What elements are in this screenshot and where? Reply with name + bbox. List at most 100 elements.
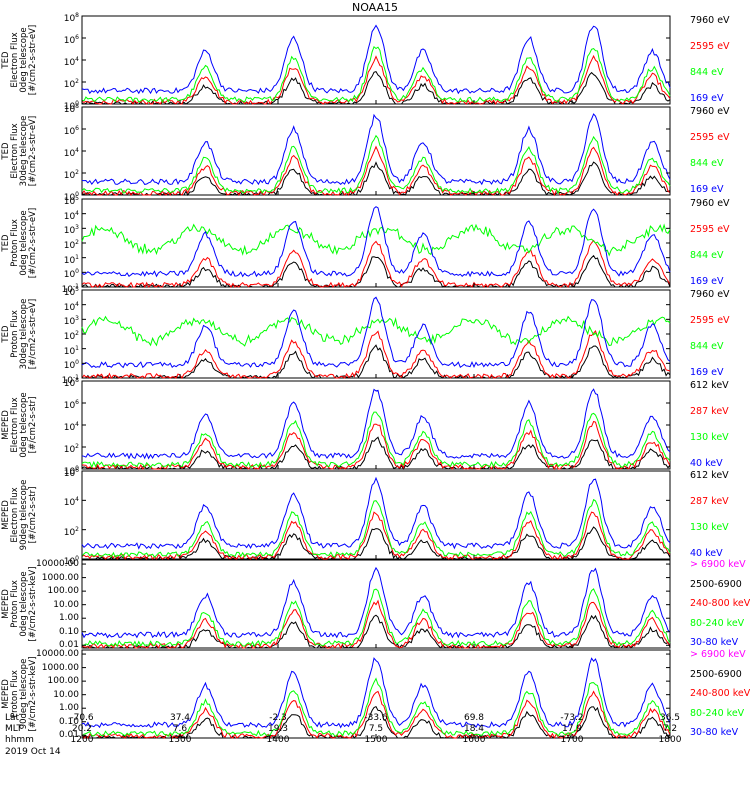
legend-entry: 240-800 keV xyxy=(690,598,750,609)
y-tick-label: 10000.00 xyxy=(36,649,79,660)
x-tick-label-hhmm: 1800 xyxy=(658,735,682,745)
y-tick-label: 0.10 xyxy=(58,626,79,637)
y-axis-label-line: [#/cm2-s-str-eV] xyxy=(28,207,38,279)
x-tick-label-lat: 36.5 xyxy=(659,713,681,723)
legend-entry: 2595 eV xyxy=(690,224,730,235)
series-line-blue xyxy=(81,296,671,369)
y-tick-label: 1000.00 xyxy=(41,572,79,583)
y-tick-label: 102 xyxy=(63,443,79,455)
series-line-blue xyxy=(81,657,671,729)
y-tick-label: 102 xyxy=(63,78,79,90)
y-axis-label: TED Electron Flux 0deg telescope [#/cm2-s-s… xyxy=(1,16,38,104)
y-tick-label: 10.00 xyxy=(53,689,79,700)
legend-entry: 612 keV xyxy=(690,380,729,391)
y-tick-label: 106 xyxy=(63,467,79,479)
legend-entry: 287 keV xyxy=(690,496,729,507)
legend-entry: 2500-6900 xyxy=(690,668,742,680)
y-axis-label-line: [#/cm2-s-str] xyxy=(28,486,38,544)
legend-entry: 2595 eV xyxy=(690,315,730,326)
series-line-blue xyxy=(81,206,671,278)
y-axis-label: TED Electron Flux 30deg telescope [#/cm2-s-… xyxy=(1,107,38,195)
series-line-green xyxy=(81,45,671,104)
y-tick-label: 102 xyxy=(63,239,79,251)
x-tick-label-mlt: 19.3 xyxy=(267,724,289,734)
legend-entry: 7960 eV xyxy=(690,15,730,26)
y-axis-label-line: [#/cm2-s-str-eV] xyxy=(28,298,38,370)
y-tick-label: 104 xyxy=(63,300,79,313)
panel-ted-electron-30deg xyxy=(81,106,671,197)
legend-entry: 169 eV xyxy=(690,276,724,287)
legend-entry: > 6900 keV xyxy=(690,649,746,660)
y-tick-label: 108 xyxy=(63,377,79,389)
series-line-blue xyxy=(81,476,671,550)
y-axis-label: MEPED Electron Flux 90deg telescope [#/cm2-… xyxy=(1,471,38,559)
legend-entry: 612 keV xyxy=(690,470,729,481)
y-tick-label: 0.10 xyxy=(58,716,79,727)
y-tick-label: 104 xyxy=(63,496,79,509)
legend-entry: 844 eV xyxy=(690,250,724,261)
y-axis-label: MEPED Electron Flux 0deg telescope [#/cm2-s… xyxy=(1,381,38,469)
x-tick-label-lat: -33.6 xyxy=(364,713,388,723)
y-axis-label: TED Proton Flux 30deg telescope [#/cm2-s-st… xyxy=(1,290,38,378)
y-tick-label: 104 xyxy=(63,56,79,68)
y-tick-label: 106 xyxy=(63,34,79,46)
legend-entry: 844 eV xyxy=(690,341,724,352)
y-tick-label: 100 xyxy=(63,100,79,112)
x-tick-label-mlt: 7.5 xyxy=(368,724,384,734)
legend-entry: 2595 eV xyxy=(690,132,730,143)
y-tick-label: 106 xyxy=(63,399,79,411)
y-axis-label: TED Proton Flux 0deg telescope [#/cm2-s-str… xyxy=(1,199,38,287)
y-tick-label: 1000.00 xyxy=(41,662,79,673)
series-line-blue xyxy=(81,113,671,186)
y-tick-label: 108 xyxy=(63,12,79,24)
y-axis-label-line: [#/cm2-s-str-eV] xyxy=(28,115,38,187)
x-tick-label-lat: 37.4 xyxy=(169,713,191,723)
y-tick-label: 10-1 xyxy=(61,283,79,295)
x-tick-label-hhmm: 1500 xyxy=(364,735,388,745)
y-tick-label: 102 xyxy=(63,330,79,342)
x-axis-date: 2019 Oct 14 xyxy=(5,747,61,757)
x-tick-label-mlt: 18.4 xyxy=(463,724,485,734)
legend-entry: 40 keV xyxy=(690,548,723,559)
legend-entry: 80-240 keV xyxy=(690,617,745,629)
y-axis-label-line: [#/cm2-s-str-keV] xyxy=(28,656,38,732)
x-tick-label-hhmm: 1400 xyxy=(266,735,290,745)
y-tick-label: 10-1 xyxy=(61,374,79,386)
panel-ted-proton-30deg xyxy=(81,289,671,379)
y-tick-label: 100 xyxy=(63,268,79,281)
series-line-blue xyxy=(81,24,671,95)
panel-meped-proton-0deg xyxy=(81,559,671,650)
x-tick-label-lat: -2.3 xyxy=(269,713,287,723)
x-tick-label-hhmm: 1600 xyxy=(462,735,486,745)
legend-entry: 130 keV xyxy=(690,522,729,533)
y-tick-label: 0.01 xyxy=(58,640,79,651)
y-tick-label: 100 xyxy=(63,465,79,477)
y-tick-label: 1.00 xyxy=(58,703,79,714)
y-tick-label: 10.00 xyxy=(53,599,79,610)
series-line-red xyxy=(81,239,671,289)
legend-entry: 169 eV xyxy=(690,93,724,104)
x-axis-row-label: MLT xyxy=(5,724,23,734)
y-tick-label: 106 xyxy=(63,125,79,137)
legend-entry: 80-240 keV xyxy=(690,707,745,719)
y-axis-label-line: [#/cm2-s-str-eV] xyxy=(28,24,38,96)
legend-entry: 240-800 keV xyxy=(690,688,750,699)
y-tick-label: 10000.00 xyxy=(36,559,79,570)
x-tick-label-hhmm: 1700 xyxy=(560,735,584,745)
y-tick-label: 100.00 xyxy=(47,586,80,597)
legend-entry: 2500-6900 xyxy=(690,578,742,590)
x-axis-row-label: hhmm xyxy=(5,735,34,745)
panel-frame xyxy=(81,470,671,560)
x-tick-label-mlt: 17.9 xyxy=(561,724,583,734)
y-tick-label: 104 xyxy=(63,147,79,159)
series-line-blue xyxy=(81,566,671,639)
x-tick-label-hhmm: 1200 xyxy=(70,735,94,745)
y-tick-label: 101 xyxy=(63,253,79,266)
y-tick-label: 105 xyxy=(63,286,79,298)
series-line-green xyxy=(81,588,671,648)
x-tick-label-lat: 69.8 xyxy=(463,713,485,723)
y-tick-label: 100 xyxy=(63,555,79,567)
panel-meped-electron-90deg xyxy=(81,470,671,561)
y-tick-label: 104 xyxy=(63,421,79,433)
series-line-blue xyxy=(81,388,671,460)
